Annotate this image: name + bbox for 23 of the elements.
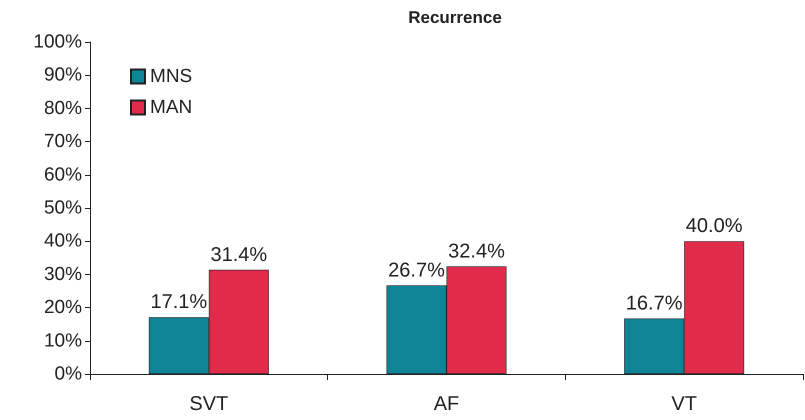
x-tick-label: AF	[434, 393, 460, 415]
y-tick-label: 80%	[44, 98, 82, 119]
y-tick-label: 90%	[44, 64, 82, 86]
legend-label: MAN	[150, 97, 192, 118]
y-tick-label: 70%	[44, 131, 82, 152]
x-tick-label: SVT	[189, 393, 228, 415]
y-tick-label: 50%	[44, 198, 82, 218]
data-label: 40.0%	[686, 215, 743, 238]
x-tick-label: VT	[671, 393, 697, 415]
data-label: 31.4%	[210, 244, 268, 266]
y-tick-label: 10%	[44, 330, 82, 352]
y-tick-label: 0%	[54, 364, 82, 384]
y-tick-label: 100%	[33, 32, 82, 52]
data-label: 17.1%	[150, 291, 208, 314]
y-tick-label: 40%	[44, 230, 82, 252]
legend-label: MNS	[150, 66, 192, 87]
data-label: 32.4%	[448, 240, 506, 262]
data-label: 16.7%	[626, 292, 683, 315]
data-label: 26.7%	[388, 259, 446, 282]
y-tick-label: 60%	[44, 164, 82, 186]
y-tick-label: 30%	[44, 264, 82, 285]
y-tick-label: 20%	[44, 297, 82, 318]
chart-title: Recurrence	[408, 8, 502, 27]
